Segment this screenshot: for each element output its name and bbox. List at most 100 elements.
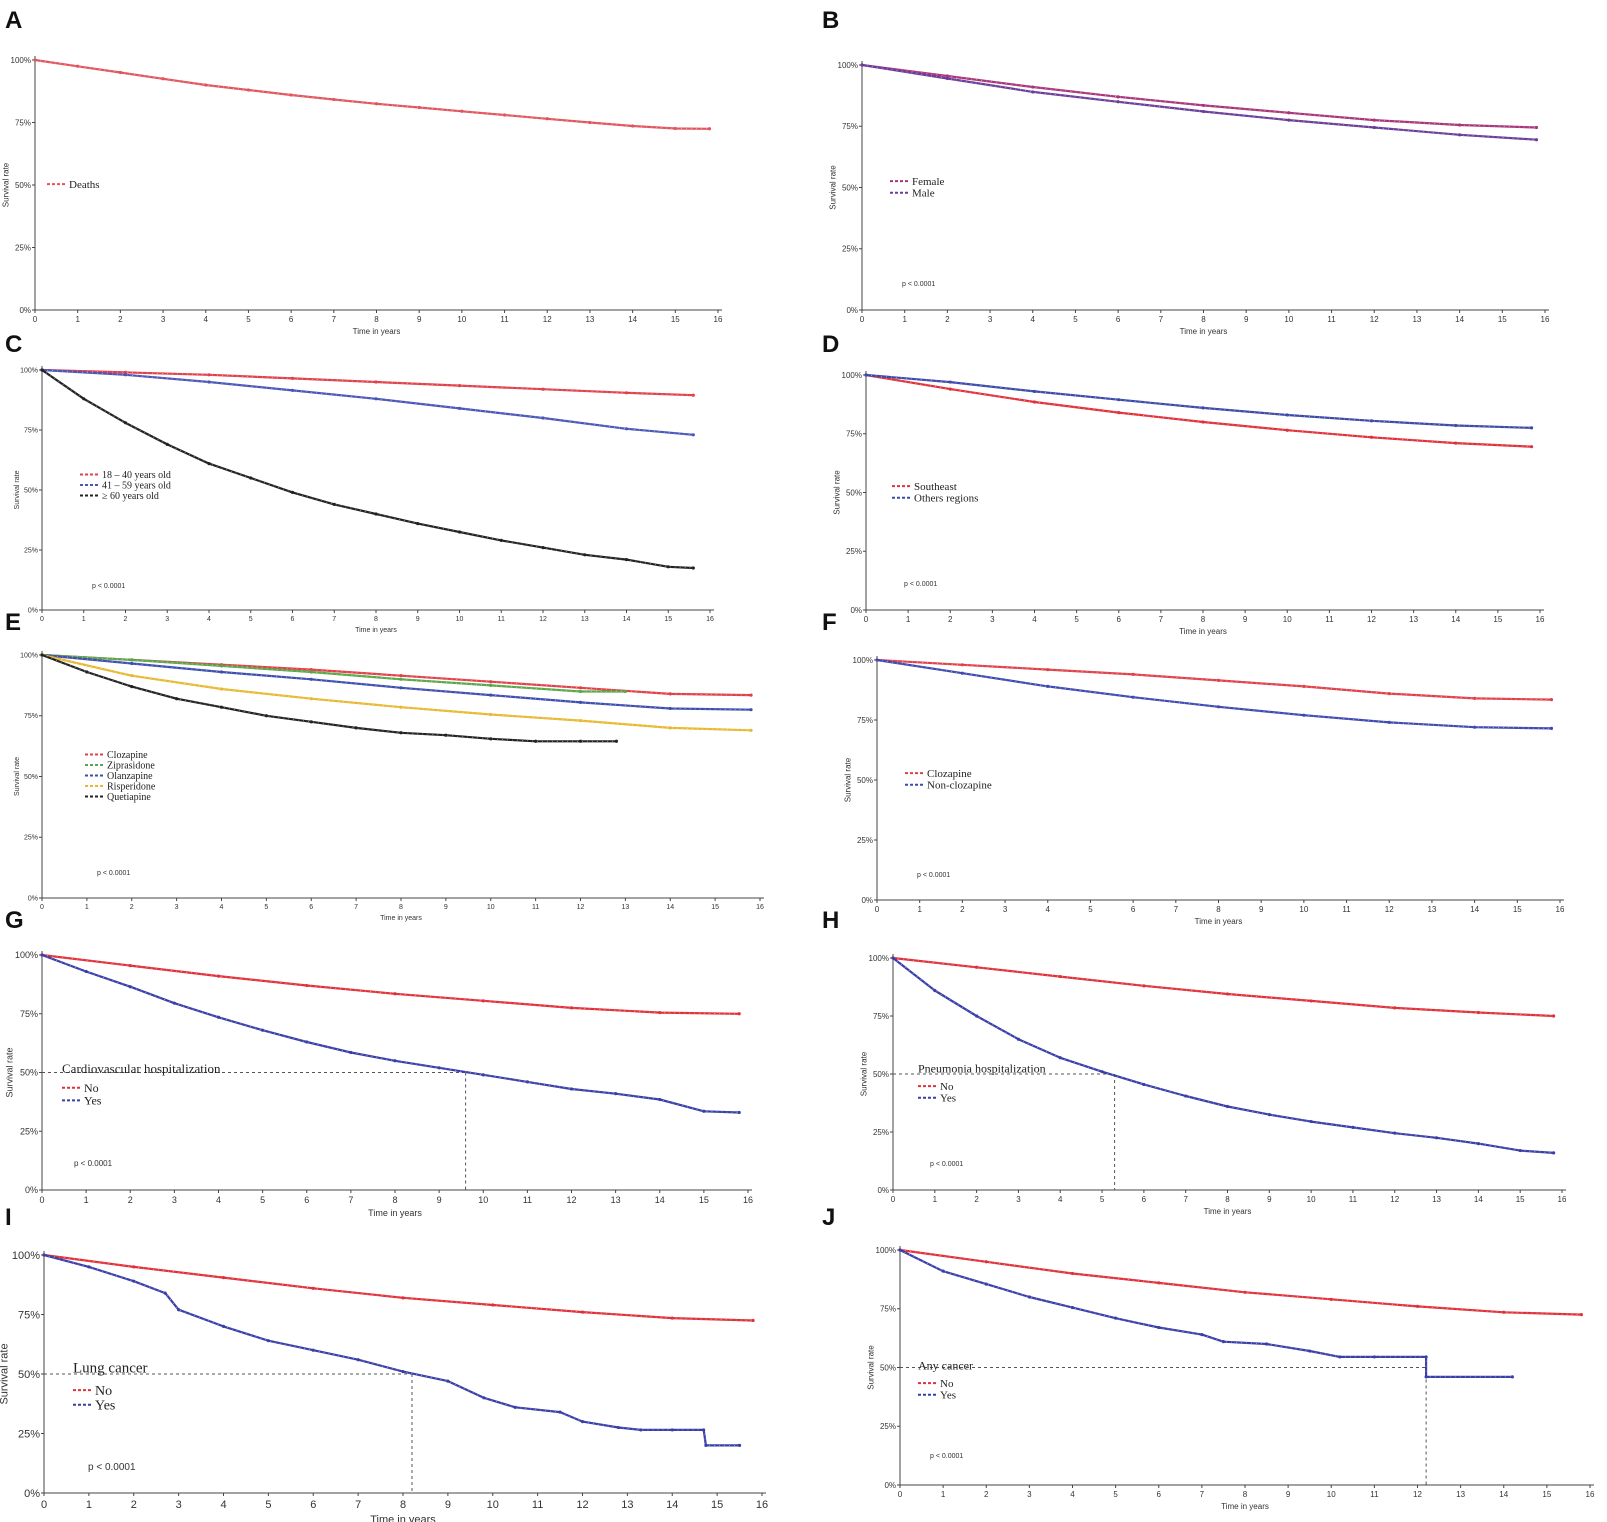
x-tick-label: 0: [33, 315, 38, 324]
y-tick-label: 75%: [857, 716, 873, 725]
x-axis-label: Time in years: [380, 915, 422, 922]
data-point: [1225, 992, 1230, 996]
series-line-1: [876, 658, 1552, 730]
y-tick-label: 0%: [884, 1481, 896, 1490]
data-point: [1454, 423, 1458, 428]
y-axis-label: Survival rate: [844, 757, 853, 802]
data-point: [578, 739, 583, 743]
panel-label: C: [5, 331, 22, 358]
legend-label: Non-clozapine: [927, 780, 992, 792]
x-tick-label: 15: [664, 616, 672, 623]
x-tick-label: 13: [621, 904, 629, 911]
data-point: [670, 1316, 674, 1320]
x-tick-label: 0: [41, 1499, 47, 1511]
x-tick-label: 10: [1283, 615, 1292, 624]
data-point: [691, 433, 695, 437]
x-tick-label: 9: [1267, 1195, 1272, 1204]
data-point: [1216, 705, 1221, 709]
data-point: [658, 1097, 662, 1102]
legend-title: Cardiovascular hospitalization: [62, 1061, 221, 1076]
data-point: [489, 693, 493, 697]
data-point: [541, 546, 545, 550]
data-point: [87, 1265, 91, 1269]
data-point: [751, 1318, 755, 1323]
y-tick-label: 75%: [15, 118, 31, 127]
data-point: [960, 663, 964, 667]
series-line-0: [892, 956, 1554, 1018]
data-point: [1070, 1271, 1075, 1276]
x-tick-label: 10: [456, 616, 464, 623]
data-point: [446, 1379, 450, 1383]
data-point: [737, 1012, 741, 1016]
data-point: [541, 387, 545, 391]
data-point: [1243, 1290, 1247, 1294]
x-tick-label: 1: [917, 905, 922, 914]
data-point: [172, 1001, 176, 1005]
data-point: [393, 992, 397, 996]
x-tick-label: 8: [399, 904, 403, 911]
data-point: [221, 1276, 226, 1280]
data-point: [481, 999, 485, 1003]
legend-title: Lung cancer: [73, 1361, 148, 1377]
data-point: [668, 706, 672, 711]
data-point: [132, 1279, 136, 1283]
data-point: [1131, 672, 1135, 677]
data-point: [123, 370, 128, 374]
data-point: [40, 953, 44, 957]
data-point: [588, 120, 592, 125]
data-point: [670, 1428, 674, 1432]
legend-label: 41 – 59 years old: [102, 481, 171, 492]
data-point: [1157, 1325, 1161, 1330]
series-censor-marks: [861, 64, 1537, 128]
data-point: [984, 1282, 988, 1286]
x-tick-label: 7: [355, 1499, 361, 1511]
x-tick-label: 4: [1031, 315, 1036, 324]
data-point: [860, 63, 864, 67]
data-point: [1473, 725, 1477, 729]
x-tick-label: 11: [1327, 315, 1336, 324]
series-line-1: [892, 957, 1554, 1154]
data-point: [1046, 668, 1050, 672]
data-point: [130, 684, 134, 689]
data-point: [749, 693, 753, 697]
x-tick-label: 14: [1455, 315, 1464, 324]
x-tick-label: 10: [478, 1195, 488, 1205]
y-tick-label: 50%: [873, 1070, 889, 1079]
data-point: [975, 965, 979, 969]
series-censor-marks: [41, 369, 694, 569]
x-tick-label: 3: [988, 315, 993, 324]
data-point: [624, 391, 629, 395]
legend-label: Deaths: [69, 179, 100, 191]
y-tick-label: 100%: [15, 950, 38, 960]
x-tick-label: 16: [1558, 1195, 1567, 1204]
x-tick-label: 9: [416, 616, 420, 623]
y-tick-label: 75%: [846, 430, 862, 439]
panel-label: G: [5, 907, 24, 934]
data-point: [1309, 1119, 1313, 1124]
x-tick-label: 3: [172, 1195, 177, 1205]
y-tick-label: 0%: [877, 1186, 889, 1195]
series-censor-marks: [899, 1249, 1582, 1315]
data-point: [1476, 1142, 1480, 1146]
x-tick-label: 6: [304, 1195, 309, 1205]
panel-g: G0%25%50%75%100%0 1 2 3 4 5 6 7 8 9 10 11 12 13 14 15 16…: [4, 907, 753, 1218]
x-tick-label: 15: [1542, 1490, 1551, 1499]
data-point: [1302, 713, 1306, 717]
x-tick-label: 13: [1409, 615, 1418, 624]
data-point: [1225, 1104, 1230, 1109]
data-point: [1285, 413, 1289, 417]
series-censor-marks: [41, 954, 740, 1113]
p-value-label: p < 0.0001: [930, 1453, 963, 1460]
x-tick-label: 10: [1284, 315, 1293, 324]
data-point: [1302, 684, 1306, 689]
data-point: [460, 109, 464, 113]
data-point: [1552, 1151, 1556, 1155]
data-point: [332, 502, 336, 506]
data-point: [614, 739, 619, 743]
data-point: [1534, 138, 1539, 142]
x-tick-label: 6: [1117, 615, 1122, 624]
data-point: [945, 76, 949, 81]
x-tick-label: 7: [1159, 615, 1164, 624]
x-tick-label: 14: [1499, 1490, 1508, 1499]
data-point: [457, 530, 462, 534]
